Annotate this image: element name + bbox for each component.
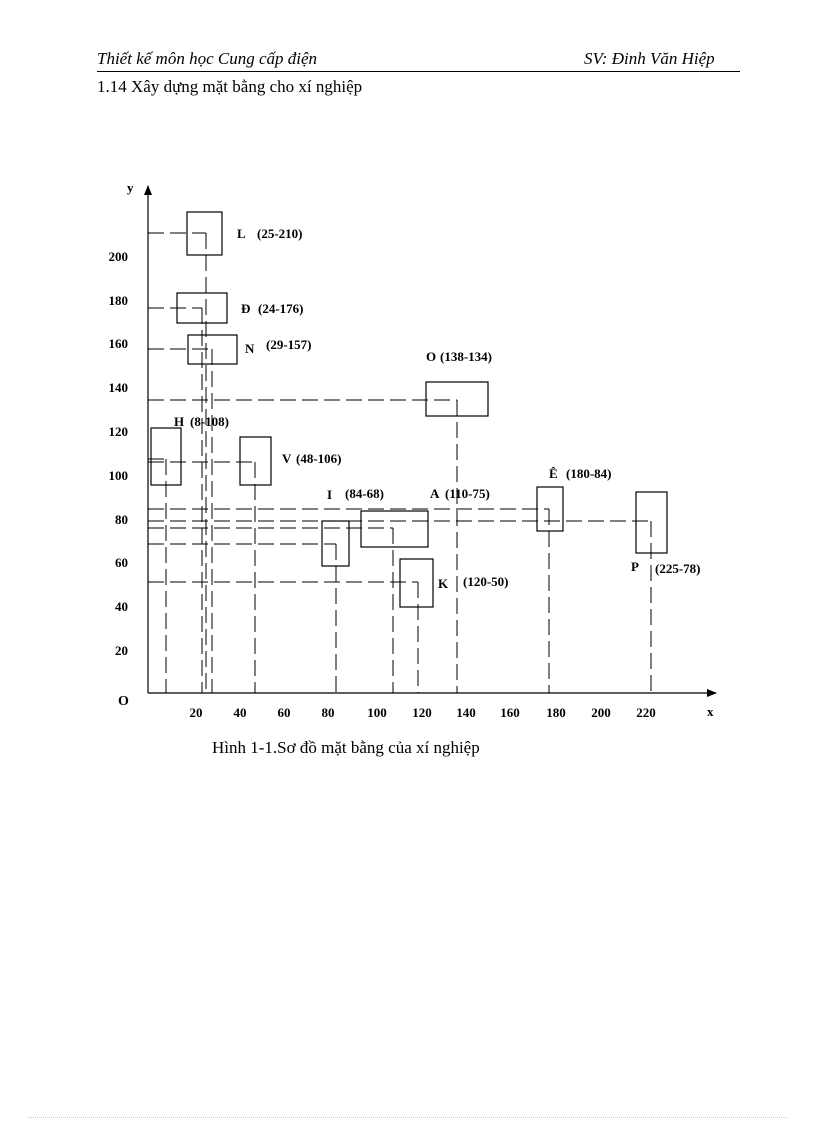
building-L-coords: (25-210) bbox=[257, 226, 303, 241]
building-V-name: V bbox=[282, 451, 292, 466]
y-tick-label: 60 bbox=[115, 555, 128, 570]
building-A-coords: (110-75) bbox=[445, 486, 490, 501]
building-L-name: L bbox=[237, 226, 246, 241]
building-D-name: Đ bbox=[241, 301, 250, 316]
building-P-name: P bbox=[631, 559, 639, 574]
x-tick-labels: 20 40 60 80 100 120 140 160 180 200 220 bbox=[190, 705, 656, 720]
projection-lines bbox=[148, 232, 652, 693]
y-tick-label: 20 bbox=[115, 643, 128, 658]
building-O-name: O bbox=[426, 349, 436, 364]
building-K bbox=[399, 558, 434, 608]
building-I-name: I bbox=[327, 487, 332, 502]
x-tick-label: 140 bbox=[456, 705, 476, 720]
building-O-coords: (138-134) bbox=[440, 349, 492, 364]
header-course-title: Thiết kế môn học Cung cấp điện bbox=[97, 49, 318, 68]
building-I bbox=[321, 520, 350, 567]
x-axis-label: x bbox=[707, 704, 714, 719]
x-tick-label: 180 bbox=[546, 705, 566, 720]
y-tick-label: 100 bbox=[109, 468, 129, 483]
building-D bbox=[176, 292, 228, 324]
x-tick-label: 20 bbox=[190, 705, 203, 720]
building-V bbox=[239, 436, 272, 486]
y-tick-label: 120 bbox=[109, 424, 129, 439]
building-E-coords: (180-84) bbox=[566, 466, 612, 481]
y-tick-label: 160 bbox=[109, 336, 129, 351]
y-tick-label: 40 bbox=[115, 599, 128, 614]
y-tick-label: 180 bbox=[109, 293, 129, 308]
building-K-coords: (120-50) bbox=[463, 574, 509, 589]
origin-label: O bbox=[118, 694, 129, 709]
x-tick-label: 160 bbox=[500, 705, 520, 720]
building-O bbox=[425, 381, 489, 417]
x-tick-label: 100 bbox=[367, 705, 387, 720]
axes bbox=[144, 185, 717, 697]
building-H-coords: (8-108) bbox=[190, 414, 229, 429]
y-tick-label: 140 bbox=[109, 380, 129, 395]
building-D-coords: (24-176) bbox=[258, 301, 304, 316]
x-tick-label: 80 bbox=[322, 705, 335, 720]
y-axis-label: y bbox=[127, 180, 134, 195]
building-K-name: K bbox=[438, 576, 449, 591]
x-tick-label: 60 bbox=[278, 705, 291, 720]
building-E-name: Ê bbox=[549, 466, 558, 481]
building-shapes bbox=[150, 211, 668, 608]
building-A-name: A bbox=[430, 486, 440, 501]
header-student-name: SV: Đinh Văn Hiệp bbox=[584, 49, 715, 68]
building-V-coords: (48-106) bbox=[296, 451, 342, 466]
x-tick-label: 220 bbox=[636, 705, 656, 720]
building-P bbox=[635, 491, 668, 554]
building-A bbox=[360, 510, 429, 548]
figure-caption: Hình 1-1.Sơ đồ mặt bằng của xí nghiệp bbox=[212, 738, 480, 757]
building-N-coords: (29-157) bbox=[266, 337, 312, 352]
x-tick-label: 40 bbox=[234, 705, 247, 720]
building-P-coords: (225-78) bbox=[655, 561, 701, 576]
building-N bbox=[187, 334, 238, 365]
building-labels: L (25-210) Đ (24-176) N (29-157) O (138-… bbox=[174, 226, 701, 591]
building-N-name: N bbox=[245, 341, 255, 356]
section-title: 1.14 Xây dựng mặt bằng cho xí nghiệp bbox=[97, 77, 363, 96]
page-bottom-border bbox=[28, 1117, 788, 1118]
x-tick-label: 200 bbox=[591, 705, 611, 720]
x-tick-label: 120 bbox=[412, 705, 432, 720]
building-H bbox=[150, 427, 182, 486]
header-divider bbox=[97, 71, 740, 72]
y-tick-label: 200 bbox=[109, 249, 129, 264]
building-E bbox=[536, 486, 564, 532]
y-tick-label: 80 bbox=[115, 512, 128, 527]
building-L bbox=[186, 211, 223, 256]
y-tick-labels: 200 180 160 140 120 100 80 60 40 20 bbox=[109, 249, 129, 658]
building-I-coords: (84-68) bbox=[345, 486, 384, 501]
building-H-name: H bbox=[174, 414, 184, 429]
